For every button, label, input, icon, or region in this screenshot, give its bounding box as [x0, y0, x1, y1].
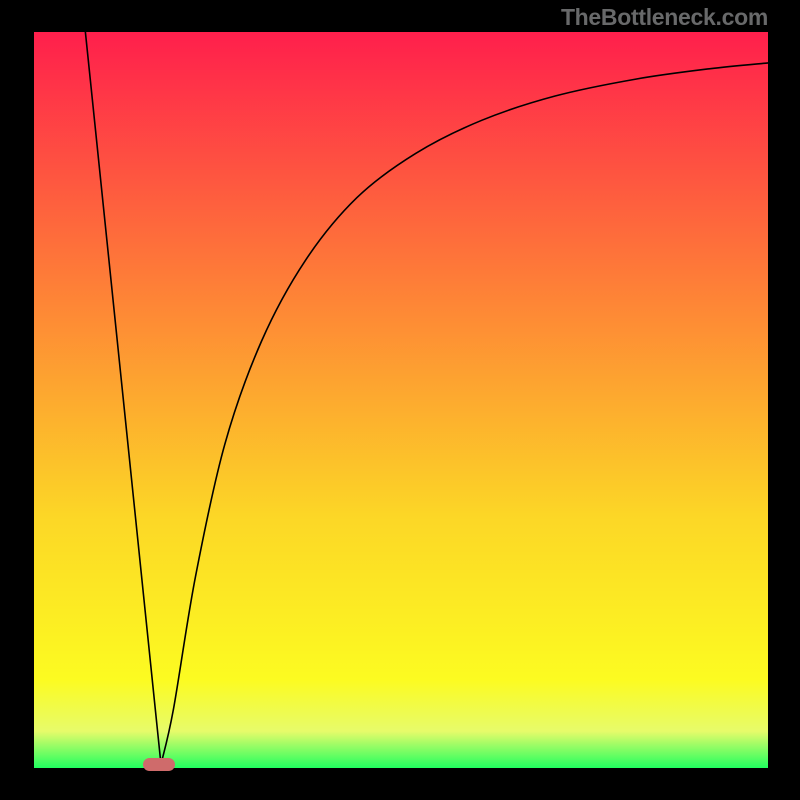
watermark-text: TheBottleneck.com — [561, 4, 768, 31]
curve-path — [161, 63, 768, 764]
curve-overlay — [0, 0, 800, 800]
curve-path — [85, 32, 161, 764]
bottleneck-marker — [143, 758, 175, 771]
chart-container: TheBottleneck.com — [0, 0, 800, 800]
